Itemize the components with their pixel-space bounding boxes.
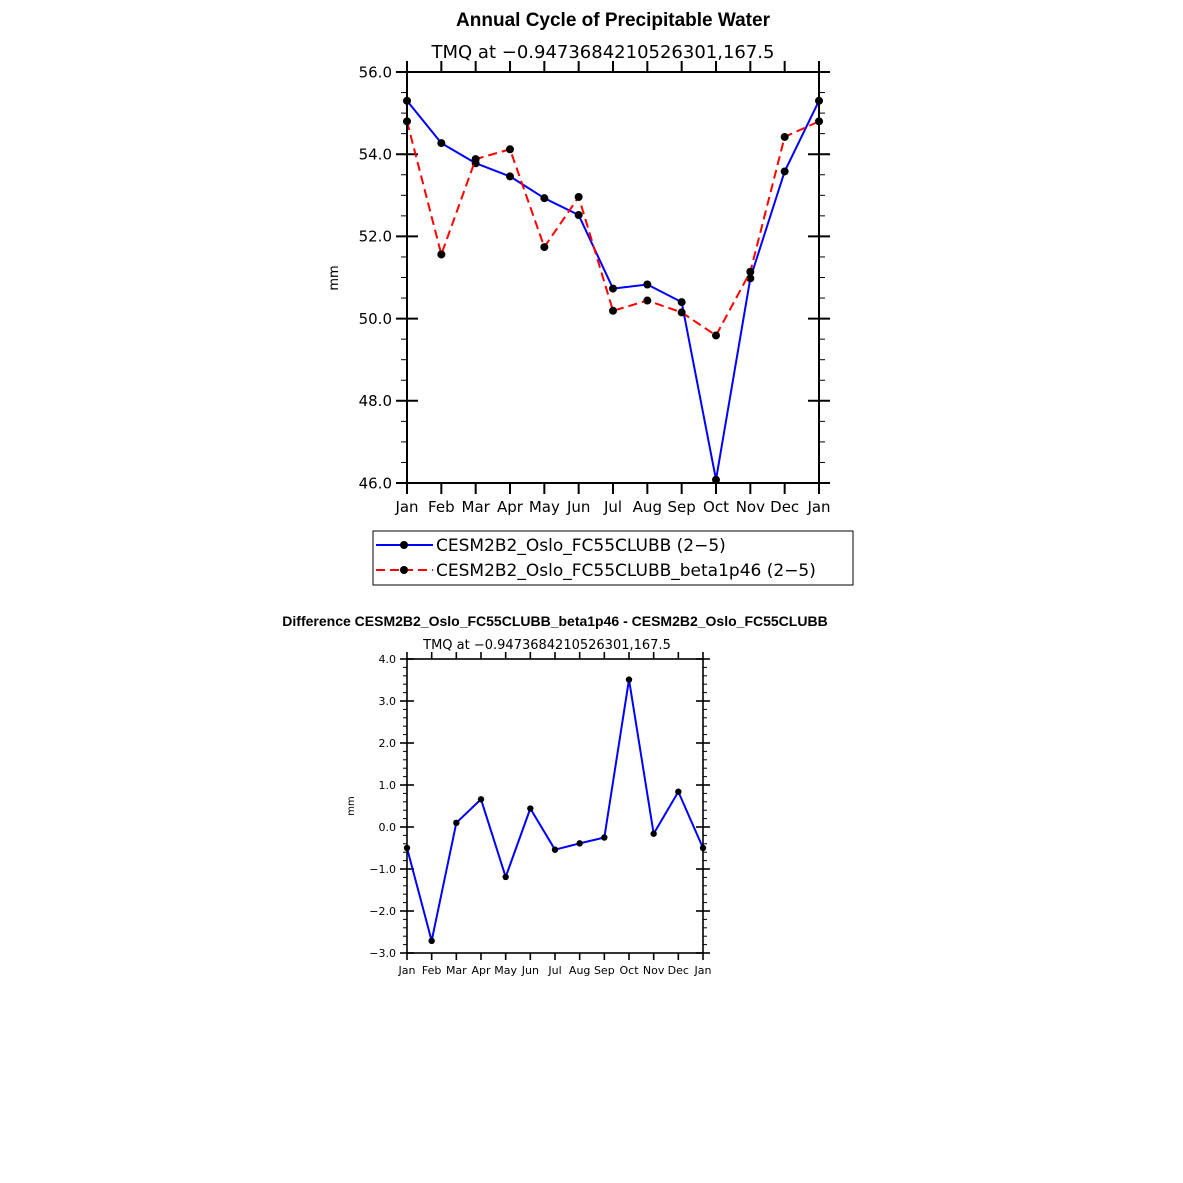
y-tick-label: 52.0: [359, 228, 392, 246]
difference-x-tick-labels: Jan Feb Mar Apr May Jun Jul Aug Sep Oct Nov Dec Jan: [398, 964, 712, 977]
series-2-point: [574, 192, 583, 201]
y-tick-label: 46.0: [359, 474, 392, 492]
x-tick-label: Jul: [547, 964, 561, 977]
x-tick-label: Dec: [770, 498, 799, 516]
series-1-point: [437, 139, 446, 148]
series-1-point: [675, 788, 682, 795]
legend-marker-series-2: [400, 566, 408, 574]
series-1-point: [506, 172, 514, 181]
y-tick-label: −2.0: [369, 905, 396, 918]
legend-label-series-2: CESM2B2_Oslo_FC55CLUBB_beta1p46 (2−5): [436, 561, 816, 581]
series-1-point: [746, 274, 755, 283]
x-tick-label: Apr: [471, 964, 491, 977]
series-2-point: [506, 145, 514, 154]
series-1-point: [453, 819, 460, 826]
difference-y-axis-label: mm: [346, 796, 357, 815]
series-2-point: [437, 250, 446, 259]
x-tick-label: Nov: [643, 964, 665, 977]
x-tick-label: Jan: [694, 964, 712, 977]
series-1-point: [477, 796, 485, 803]
y-tick-label: 56.0: [359, 63, 392, 81]
y-tick-label: 0.0: [379, 821, 397, 834]
x-tick-label: Feb: [422, 964, 441, 977]
series-1-point: [650, 830, 657, 837]
legend-marker-series-1: [400, 541, 408, 549]
y-tick-label: 50.0: [359, 310, 392, 328]
y-tick-label: 48.0: [359, 392, 392, 410]
x-tick-label: Aug: [569, 964, 590, 977]
x-tick-label: Jan: [398, 964, 416, 977]
series-2-point: [609, 306, 617, 315]
series-2-point: [780, 132, 789, 141]
series-2-point: [746, 267, 755, 276]
series-1-point: [502, 873, 509, 881]
x-tick-label: Jun: [521, 964, 539, 977]
difference-chart: Difference CESM2B2_Oslo_FC55CLUBB_beta1p…: [282, 613, 827, 977]
series-1-point: [712, 475, 720, 484]
chart-title: Annual Cycle of Precipitable Water: [456, 10, 771, 31]
series-1-point: [428, 937, 435, 945]
y-tick-labels: 46.0 48.0 50.0 52.0 54.0 56.0: [359, 63, 392, 492]
legend-box: [372, 530, 854, 586]
x-tick-label: Mar: [462, 498, 491, 516]
x-tick-label: Sep: [668, 498, 696, 516]
x-tick-label: Nov: [736, 498, 765, 516]
series-1-point: [677, 298, 686, 307]
series-1-point: [625, 676, 633, 683]
x-tick-label: Jun: [566, 498, 590, 516]
difference-plot-frame: [406, 658, 704, 954]
x-tick-label: Sep: [594, 964, 615, 977]
difference-chart-subtitle: TMQ at −0.9473684210526301,167.5: [422, 638, 671, 653]
x-tick-labels: Jan Feb Mar Apr May Jun Jul Aug Sep Oct Nov Dec Jan: [394, 498, 830, 516]
y-tick-label: 4.0: [379, 653, 397, 666]
x-tick-label: Aug: [633, 498, 662, 516]
y-tick-label: 3.0: [379, 695, 397, 708]
series-1-point: [643, 280, 652, 289]
series-2-point: [471, 155, 480, 164]
x-tick-label: Mar: [446, 964, 467, 977]
plot-frame: [406, 71, 820, 484]
series-2-point: [540, 243, 549, 252]
series-1-point: [527, 805, 534, 812]
series-1-point: [601, 834, 608, 841]
difference-chart-title: Difference CESM2B2_Oslo_FC55CLUBB_beta1p…: [282, 613, 827, 629]
x-tick-label: Apr: [497, 498, 524, 516]
series-2-point: [643, 296, 652, 305]
y-tick-label: 2.0: [379, 737, 397, 750]
y-axis-label: mm: [327, 265, 342, 290]
x-tick-label: Oct: [703, 498, 729, 516]
series-1-point: [540, 194, 549, 203]
legend-label-series-1: CESM2B2_Oslo_FC55CLUBB (2−5): [436, 536, 726, 556]
y-tick-label: −3.0: [369, 947, 396, 960]
difference-y-tick-labels: −3.0 −2.0 −1.0 0.0 1.0 2.0 3.0 4.0: [369, 653, 396, 960]
x-tick-label: Jul: [603, 498, 622, 516]
series-2-point: [712, 331, 720, 340]
y-tick-label: 54.0: [359, 145, 392, 163]
series-1-point: [576, 840, 583, 847]
series-1-point: [574, 211, 583, 220]
series-1-point: [609, 284, 617, 293]
x-tick-label: Dec: [668, 964, 689, 977]
x-tick-label: May: [494, 964, 517, 977]
x-tick-label: Jan: [394, 498, 418, 516]
chart-subtitle: TMQ at −0.9473684210526301,167.5: [431, 42, 775, 63]
x-tick-label: Feb: [428, 498, 455, 516]
series-2-point: [677, 308, 686, 317]
annual-cycle-chart: Annual Cycle of Precipitable Water TMQ a…: [327, 10, 831, 516]
y-tick-label: −1.0: [369, 863, 396, 876]
x-tick-label: Jan: [806, 498, 830, 516]
legend: CESM2B2_Oslo_FC55CLUBB (2−5) CESM2B2_Osl…: [372, 530, 854, 586]
series-1-point: [551, 846, 559, 853]
x-tick-label: May: [529, 498, 560, 516]
x-tick-label: Oct: [619, 964, 639, 977]
series-1-point: [780, 167, 789, 176]
y-tick-label: 1.0: [379, 779, 397, 792]
series-group: [403, 96, 823, 484]
